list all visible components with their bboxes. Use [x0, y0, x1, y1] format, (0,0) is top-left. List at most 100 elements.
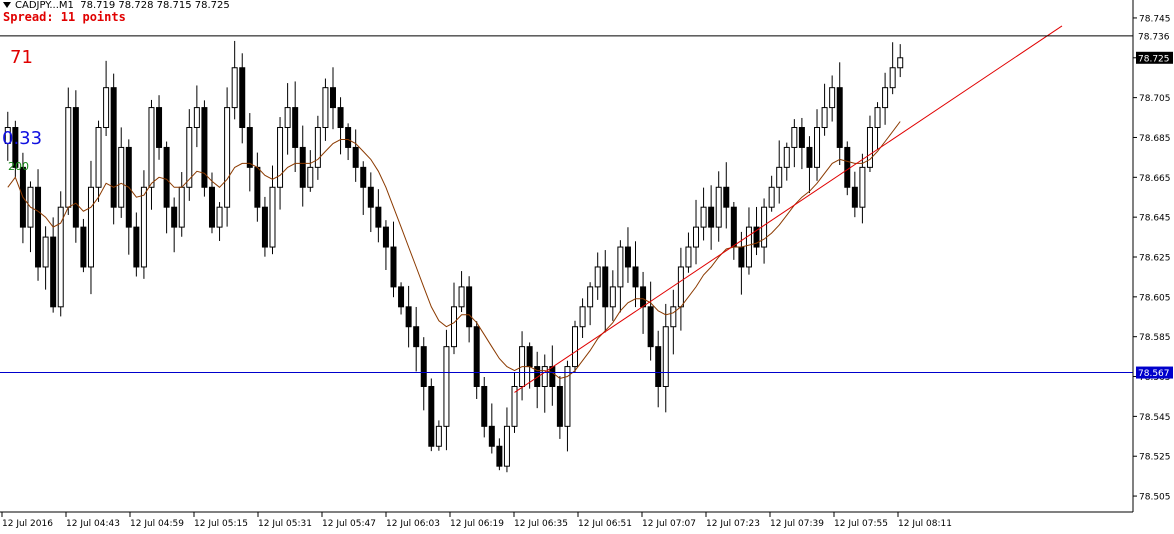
- candle-body-up: [322, 87, 329, 129]
- candle-body-up: [715, 186, 722, 228]
- time-tick-label: 12 Jul 07:39: [770, 519, 824, 529]
- candle: [231, 40, 238, 120]
- chart-header: CADJPY...M1 78.719 78.728 78.715 78.725: [0, 0, 230, 11]
- candle: [791, 119, 798, 168]
- candle-body-up: [503, 425, 510, 467]
- candle-body-down: [647, 306, 654, 348]
- candle-body-up: [140, 186, 147, 268]
- candle-body-down: [753, 226, 760, 248]
- candle-body-down: [360, 166, 367, 188]
- candle: [806, 136, 813, 194]
- candle: [413, 306, 420, 372]
- candle: [685, 232, 692, 273]
- candle-body-down: [806, 146, 813, 168]
- candle-body-down: [261, 206, 268, 248]
- candle: [299, 125, 306, 207]
- candle-body-up: [768, 186, 775, 208]
- candle-body-up: [579, 306, 586, 328]
- candle-body-down: [844, 146, 851, 188]
- candle-body-down: [171, 206, 178, 228]
- candle: [443, 329, 450, 451]
- candle-body-up: [87, 186, 94, 268]
- candle-body-down: [352, 146, 359, 168]
- price-tick-label: 78.625: [1139, 254, 1171, 264]
- chart-menu-icon[interactable]: [3, 2, 11, 8]
- candle: [292, 81, 299, 172]
- candle: [708, 185, 715, 250]
- price-tick-label: 78.685: [1139, 134, 1171, 144]
- candle-body-down: [375, 206, 382, 228]
- candle-body-up: [821, 107, 828, 129]
- candle: [12, 120, 19, 178]
- candle: [851, 171, 858, 218]
- candle: [481, 377, 488, 438]
- time-tick-label: 12 Jul 05:31: [258, 519, 312, 529]
- indicator-value-c: 200: [8, 160, 29, 173]
- candle: [345, 123, 352, 161]
- candle: [579, 298, 586, 338]
- candle-body-up: [277, 127, 284, 188]
- candle-body-up: [882, 87, 889, 109]
- candle-body-up: [435, 425, 442, 447]
- candle: [95, 120, 102, 202]
- candle: [163, 141, 170, 234]
- support-price-label-text: 78.567: [1138, 369, 1170, 379]
- trendline[interactable]: [514, 25, 1063, 393]
- candle: [496, 438, 503, 471]
- candle-body-up: [451, 306, 457, 348]
- price-tick-label: 78.525: [1139, 453, 1171, 463]
- candle: [889, 42, 896, 95]
- candle: [239, 53, 246, 144]
- indicator-value-a: 71: [10, 47, 33, 68]
- candle: [458, 271, 465, 313]
- candle: [874, 102, 881, 150]
- candle: [534, 351, 541, 409]
- candle: [277, 117, 284, 210]
- candle: [587, 282, 594, 326]
- time-tick-label: 12 Jul 04:43: [66, 519, 120, 529]
- candle-body-down: [534, 366, 541, 387]
- candle: [390, 221, 397, 298]
- candles-group: [4, 40, 904, 473]
- candle-body-down: [466, 286, 473, 328]
- candle-body-up: [65, 107, 72, 208]
- candle: [428, 378, 435, 452]
- candle-body-up: [458, 286, 465, 308]
- candle-body-down: [428, 385, 435, 447]
- time-tick-label: 12 Jul 08:11: [898, 519, 952, 529]
- candle: [594, 252, 601, 300]
- price-tick-label: 78.665: [1139, 174, 1171, 184]
- price-tick-label: 78.505: [1139, 493, 1171, 503]
- candle: [420, 337, 427, 411]
- candle-body-down: [602, 266, 609, 308]
- candle: [602, 250, 609, 333]
- candle-body-down: [481, 385, 488, 427]
- symbol-label: CADJPY...M1: [15, 0, 74, 11]
- time-tick-label: 12 Jul 06:19: [450, 519, 504, 529]
- candle-body-up: [307, 166, 314, 188]
- candle-body-down: [473, 326, 480, 387]
- candle: [405, 285, 412, 348]
- candle-body-up: [609, 286, 616, 308]
- candle-body-down: [526, 346, 533, 368]
- price-tick-label: 78.705: [1139, 94, 1171, 104]
- candle-body-up: [118, 146, 125, 208]
- candle: [624, 227, 631, 283]
- candle: [866, 115, 873, 172]
- candle: [617, 240, 624, 313]
- candle-body-up: [216, 206, 223, 228]
- candle-body-down: [239, 67, 246, 129]
- candle: [201, 100, 208, 197]
- candle: [133, 212, 140, 277]
- candle-body-down: [738, 246, 745, 268]
- time-tick-label: 12 Jul 06:51: [578, 519, 632, 529]
- candle-body-down: [640, 286, 647, 308]
- candle-body-down: [110, 87, 117, 208]
- price-labels: 78.736 78.725 78.567: [1136, 29, 1173, 379]
- candle-body-up: [178, 186, 185, 228]
- candle-body-down: [329, 87, 336, 109]
- time-tick-label: 12 Jul 04:59: [130, 519, 184, 529]
- candle: [897, 44, 904, 78]
- time-tick-label: 12 Jul 07:23: [706, 519, 760, 529]
